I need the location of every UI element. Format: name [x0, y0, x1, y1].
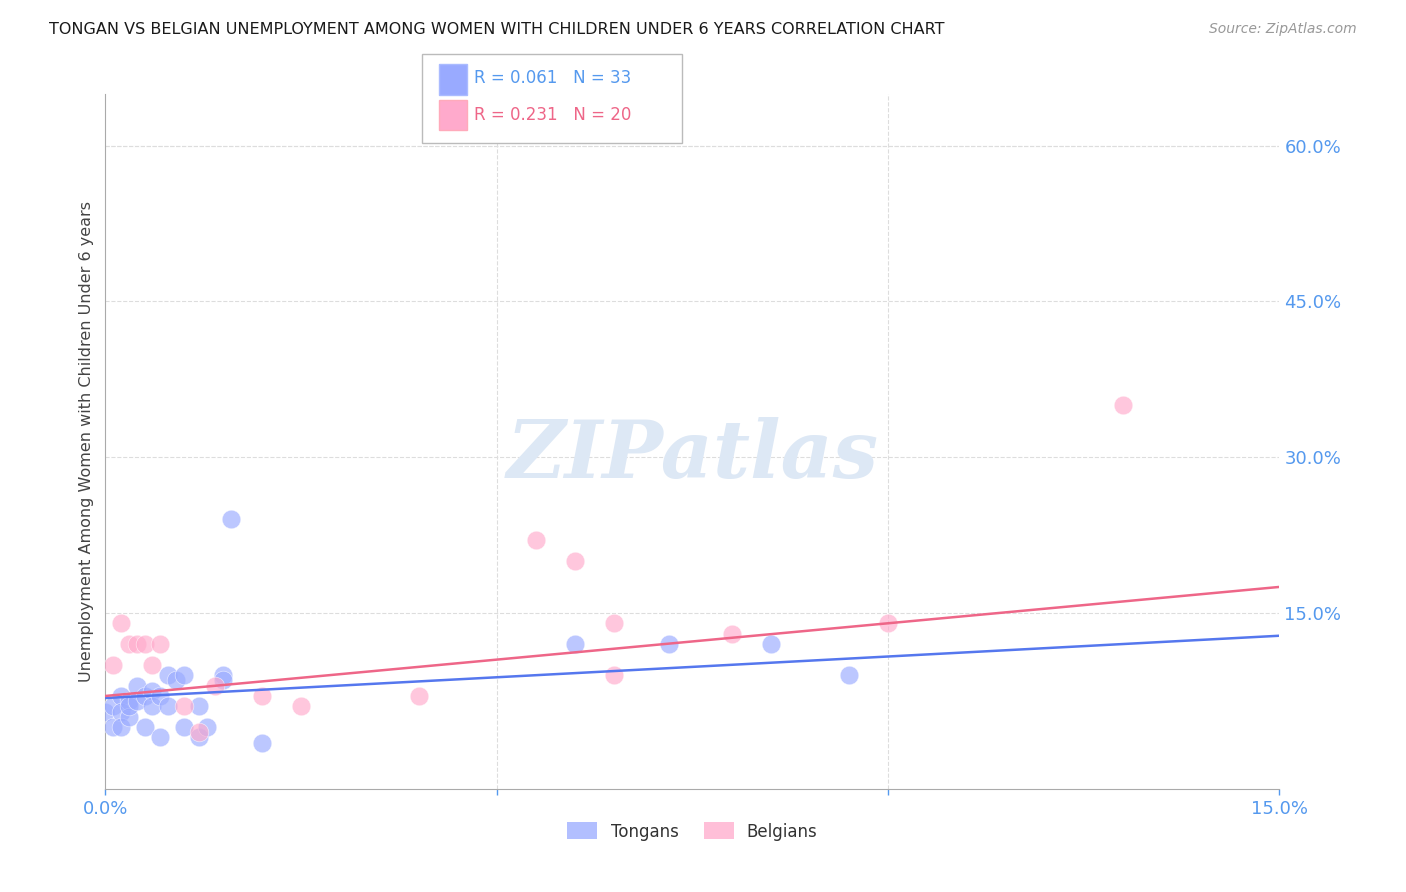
- Tongans: [134, 720, 156, 734]
- Tongans: [838, 668, 860, 682]
- Text: R = 0.061   N = 33: R = 0.061 N = 33: [474, 69, 631, 87]
- Belgians: [290, 699, 312, 714]
- Tongans: [157, 699, 180, 714]
- Tongans: [165, 673, 187, 688]
- Tongans: [219, 512, 242, 526]
- Text: R = 0.231   N = 20: R = 0.231 N = 20: [474, 106, 631, 124]
- Belgians: [564, 554, 586, 568]
- Tongans: [118, 699, 141, 714]
- Y-axis label: Unemployment Among Women with Children Under 6 years: Unemployment Among Women with Children U…: [79, 201, 94, 682]
- Belgians: [250, 689, 273, 703]
- Tongans: [125, 679, 148, 693]
- Tongans: [94, 705, 117, 719]
- Text: ZIPatlas: ZIPatlas: [506, 417, 879, 494]
- Tongans: [564, 637, 586, 651]
- Tongans: [211, 668, 233, 682]
- Tongans: [103, 699, 125, 714]
- Tongans: [110, 705, 132, 719]
- Belgians: [524, 533, 547, 548]
- Belgians: [603, 668, 626, 682]
- Tongans: [188, 731, 211, 745]
- Tongans: [195, 720, 218, 734]
- Tongans: [250, 736, 273, 750]
- Belgians: [103, 657, 125, 672]
- Belgians: [603, 616, 626, 631]
- Legend: Tongans, Belgians: Tongans, Belgians: [561, 815, 824, 847]
- Tongans: [149, 689, 172, 703]
- Belgians: [173, 699, 195, 714]
- Tongans: [125, 694, 148, 708]
- Belgians: [149, 637, 172, 651]
- Tongans: [141, 699, 163, 714]
- Tongans: [110, 720, 132, 734]
- Tongans: [173, 668, 195, 682]
- Text: TONGAN VS BELGIAN UNEMPLOYMENT AMONG WOMEN WITH CHILDREN UNDER 6 YEARS CORRELATI: TONGAN VS BELGIAN UNEMPLOYMENT AMONG WOM…: [49, 22, 945, 37]
- Tongans: [759, 637, 782, 651]
- Belgians: [141, 657, 163, 672]
- Tongans: [149, 731, 172, 745]
- Belgians: [877, 616, 900, 631]
- Tongans: [103, 720, 125, 734]
- Tongans: [658, 637, 681, 651]
- Tongans: [118, 694, 141, 708]
- Belgians: [408, 689, 430, 703]
- Belgians: [188, 725, 211, 739]
- Belgians: [204, 679, 226, 693]
- Tongans: [110, 689, 132, 703]
- Belgians: [1112, 398, 1135, 412]
- Tongans: [211, 673, 233, 688]
- Belgians: [110, 616, 132, 631]
- Tongans: [141, 683, 163, 698]
- Tongans: [157, 668, 180, 682]
- Tongans: [173, 720, 195, 734]
- Belgians: [134, 637, 156, 651]
- Belgians: [125, 637, 148, 651]
- Tongans: [188, 699, 211, 714]
- Belgians: [118, 637, 141, 651]
- Tongans: [118, 710, 141, 724]
- Tongans: [134, 689, 156, 703]
- Belgians: [720, 626, 742, 640]
- Text: Source: ZipAtlas.com: Source: ZipAtlas.com: [1209, 22, 1357, 37]
